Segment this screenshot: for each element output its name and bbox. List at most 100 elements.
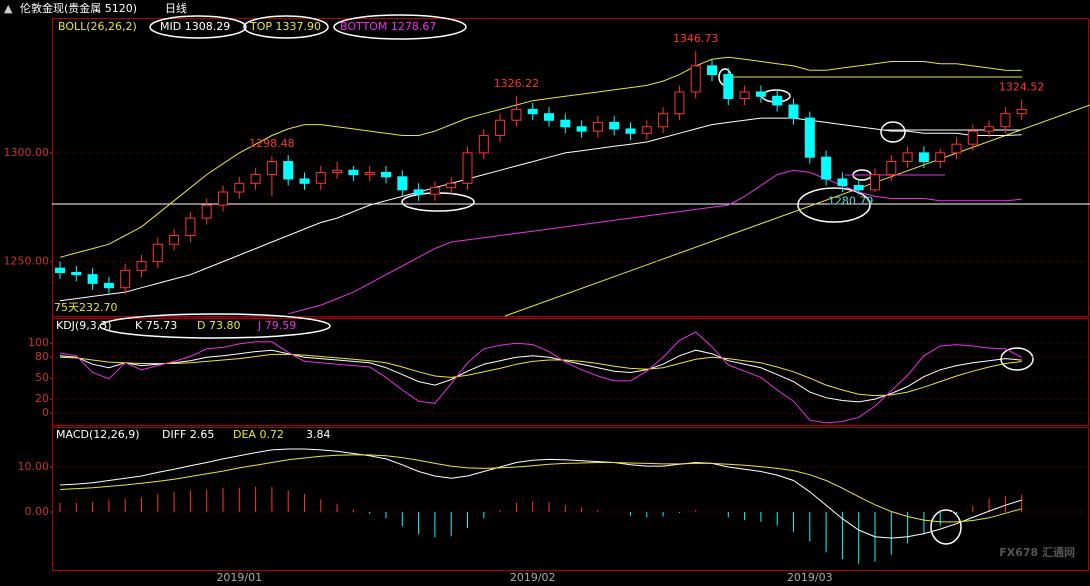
candle-body [299,178,310,184]
y-tick-label: 80 [35,350,49,363]
x-tick-label: 2019/02 [510,571,556,584]
kdj-d: D 73.80 [197,319,240,332]
candle-body [55,267,65,273]
candle-body [576,126,587,132]
candle-body [739,91,750,99]
caret: ▲ [4,2,13,15]
trend-line [504,104,1090,317]
candle-body [429,187,440,195]
y-tick-label: 10.00 [18,460,50,473]
high-label: 1324.52 [999,81,1045,94]
macd-title: MACD(12,26,9) [56,428,140,441]
candle-body [103,282,114,289]
candle-body [446,182,457,189]
candle-body [462,152,473,184]
candle-body [218,191,228,206]
x-tick-label: 2019/01 [216,571,262,584]
candle-body [723,74,734,99]
candle-body [625,128,636,134]
ellipse [243,15,329,39]
indicator-line [59,454,1022,523]
candle-body [364,171,375,176]
indicator-line [288,169,1022,315]
macd-dea: DEA 0.72 [233,428,284,441]
candle-body [71,271,82,276]
ellipse [333,14,467,40]
candle-body [592,121,603,132]
y-tick-label: 50 [35,371,49,384]
indicator-line [59,117,1022,302]
candle-body [1000,113,1011,128]
y-tick-label: 0.00 [25,505,50,518]
kdj-title: KDJ(9,3,3) [56,319,112,332]
ellipse [797,187,871,223]
candle-body [201,204,212,219]
kdj-k: K 75.73 [135,319,177,332]
candle-body [984,126,995,132]
candle-body [918,152,929,163]
candle-body [283,161,294,180]
price-frame [52,18,1089,317]
indicator-line [59,349,1022,403]
candle-body [609,121,620,130]
macd-diff: DIFF 2.65 [162,428,214,441]
candle-body [1016,108,1027,115]
candle-body [381,171,391,178]
kdj-frame [52,318,1089,426]
y-tick-label: 1250.00 [4,255,50,268]
candle-body [902,152,913,163]
candle-body [870,174,880,191]
ellipse [930,509,962,545]
macd-hist: 3.84 [306,428,331,441]
candle-body [853,184,864,191]
candle-body [544,113,554,121]
y-tick-label: 1300.00 [4,146,50,159]
candle-body [821,156,832,180]
candle-body [804,117,815,158]
boll-bottom: BOTTOM 1278.67 [340,20,436,33]
boll-mid: MID 1308.29 [160,20,230,33]
candle-body [560,119,571,128]
watermark: FX678 汇通网 [999,546,1075,559]
candle-body [707,65,717,76]
high-label: 1298.48 [249,137,295,150]
high-label: 1346.73 [673,32,719,45]
candle-body [772,95,783,106]
instrument-title: 伦敦金现(贵金属 5120) [20,1,137,15]
candle-body [348,169,359,176]
candle-body [266,161,277,176]
candle-body [120,269,131,289]
candle-body [495,119,506,136]
x-tick-label: 2019/03 [787,571,833,584]
candle-body [755,91,766,97]
ma-note: 75天232.70 [54,301,118,314]
candle-body [951,143,962,154]
candle-body [658,113,669,128]
candle-body [332,169,343,173]
y-tick-label: 20 [35,392,49,405]
candle-body [413,189,424,195]
candle-body [152,243,163,263]
candle-body [527,108,538,115]
period[interactable]: 日线 [165,1,187,15]
y-tick-label: 0 [42,406,49,419]
candle-body [87,274,98,284]
indicator-line [59,353,1022,397]
candle-body [967,130,978,145]
candle-body [886,161,897,176]
ellipse [99,313,331,339]
candle-body [136,261,147,271]
candle-body [234,182,245,193]
macd-frame [52,427,1089,571]
low-label: 1280.79 [828,195,874,208]
high-label: 1326.22 [494,77,540,90]
indicator-line [59,56,1022,258]
candle-body [690,65,701,93]
candle-body [169,235,180,245]
candle-body [185,217,196,237]
candle-body [250,174,261,184]
candle-body [674,91,685,115]
candle-body [935,152,946,163]
